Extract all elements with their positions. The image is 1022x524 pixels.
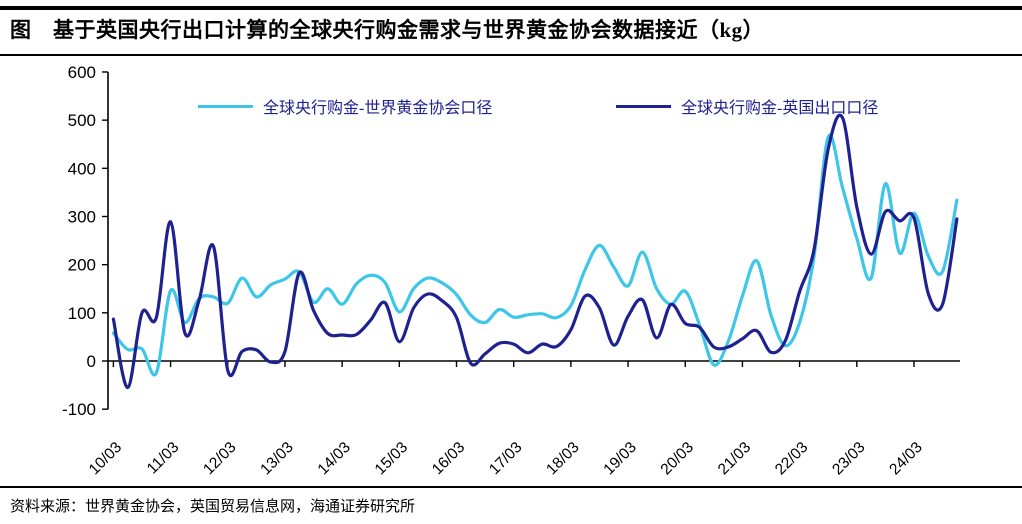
footer-divider: [0, 486, 1022, 488]
y-tick-label: 600: [68, 63, 96, 82]
line-chart: 600 500 400 300 200 100 0 -100 10/03 11/03 12/03 13…: [62, 63, 960, 478]
x-tick-label: 22/03: [772, 439, 811, 478]
x-tick-label: 16/03: [429, 439, 468, 478]
source-note: 资料来源：世界黄金协会，英国贸易信息网，海通证券研究所: [10, 499, 416, 515]
x-tick-label: 24/03: [886, 439, 925, 478]
y-tick-label: 300: [68, 207, 96, 226]
x-tick-label: 14/03: [315, 439, 354, 478]
legend-item-wgc: 全球央行购金-世界黄金协会口径: [198, 94, 492, 118]
legend-label-uk: 全球央行购金-英国出口口径: [681, 100, 879, 117]
series-uk-line: [111, 113, 959, 390]
y-tick-label: 400: [68, 159, 96, 178]
page-title: 图 基于英国央行出口计算的全球央行购金需求与世界黄金协会数据接近（kg）: [10, 18, 765, 42]
x-tick-label: 23/03: [829, 439, 868, 478]
title-divider: [0, 54, 1022, 56]
wgc-line-swatch: [198, 104, 253, 108]
y-tick-label: -100: [62, 400, 96, 419]
x-tick-label: 19/03: [600, 439, 639, 478]
chart-legend: 全球央行购金-世界黄金协会口径 全球央行购金-英国出口口径: [0, 94, 1022, 118]
x-tick-label: 11/03: [144, 439, 183, 478]
top-divider: [0, 6, 1022, 10]
x-tick-label: 17/03: [486, 439, 525, 478]
series-wgc-line: [111, 133, 959, 377]
x-tick-label: 13/03: [257, 439, 296, 478]
x-tick-label: 20/03: [658, 439, 697, 478]
legend-label-wgc: 全球央行购金-世界黄金协会口径: [263, 100, 493, 117]
x-tick-label: 12/03: [200, 439, 239, 478]
x-tick-label: 15/03: [372, 439, 411, 478]
y-tick-label: 500: [68, 111, 96, 130]
uk-line-swatch: [616, 104, 671, 108]
y-tick-label: 200: [68, 256, 96, 275]
y-tick-label: 100: [68, 304, 96, 323]
x-tick-label: 18/03: [543, 439, 582, 478]
x-tick-label: 10/03: [86, 439, 125, 478]
legend-item-uk: 全球央行购金-英国出口口径: [616, 94, 878, 118]
x-tick-label: 21/03: [715, 439, 754, 478]
y-tick-label: 0: [87, 352, 96, 371]
